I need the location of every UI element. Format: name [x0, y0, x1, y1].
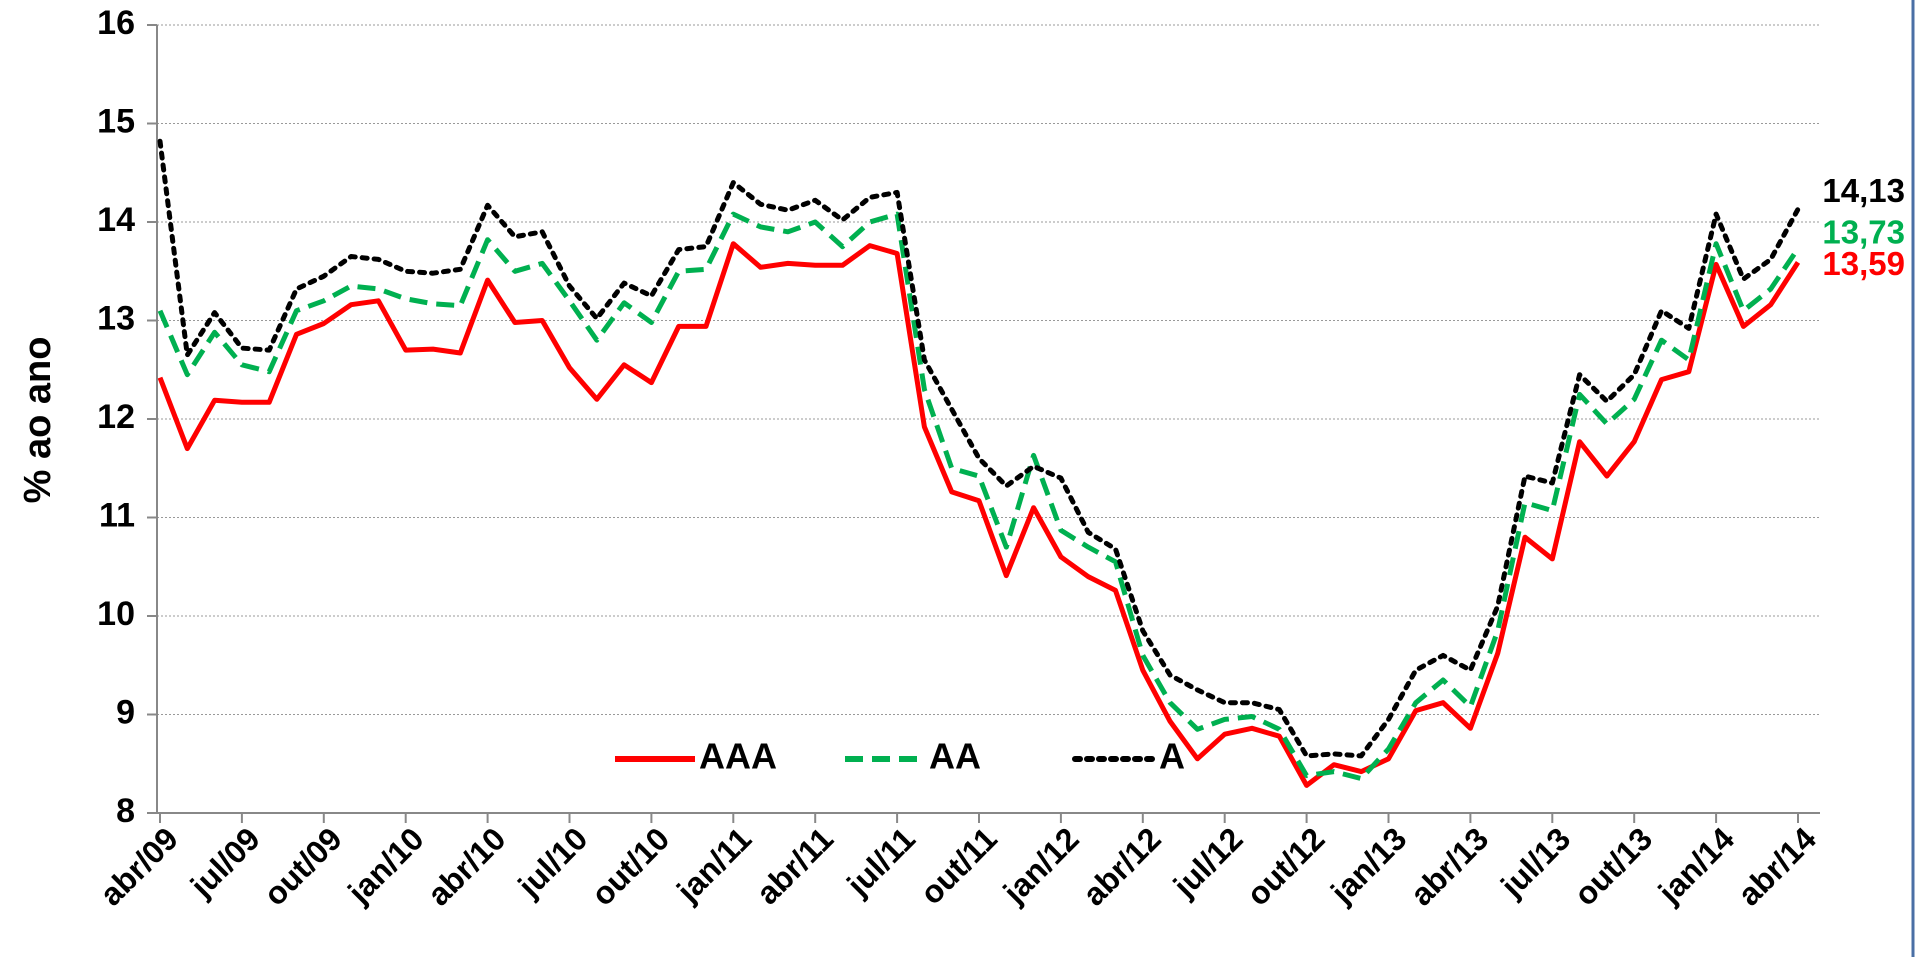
- value-label: 14,13: [1822, 172, 1905, 209]
- y-tick-label: 15: [97, 102, 135, 140]
- x-tick-label: abr/13: [1403, 820, 1495, 912]
- x-tick-label: abr/09: [93, 820, 185, 912]
- value-label: 13,59: [1822, 245, 1905, 282]
- legend-label: A: [1159, 736, 1185, 777]
- y-tick-label: 9: [116, 693, 135, 731]
- x-tick-label: abr/12: [1076, 820, 1168, 912]
- x-tick-label: jul/13: [1493, 820, 1577, 904]
- x-tick-label: jul/12: [1166, 820, 1250, 904]
- x-tick-label: jan/11: [669, 820, 758, 909]
- x-tick-label: jul/10: [510, 820, 594, 904]
- series-line: [157, 138, 1801, 759]
- x-tick-label: out/10: [584, 820, 676, 912]
- x-tick-label: out/09: [257, 820, 349, 912]
- x-tick-label: jan/12: [996, 820, 1086, 910]
- x-tick-label: jul/09: [183, 820, 267, 904]
- series-line: [157, 241, 1801, 788]
- y-tick-label: 14: [97, 201, 135, 239]
- y-tick-label: 16: [97, 4, 135, 42]
- x-tick-label: out/11: [913, 820, 1004, 911]
- x-tick-label: jul/11: [839, 820, 922, 903]
- y-tick-label: 8: [116, 792, 135, 830]
- value-label: 13,73: [1822, 213, 1905, 250]
- x-tick-label: abr/10: [420, 820, 512, 912]
- x-tick-label: jan/13: [1323, 820, 1413, 910]
- legend-label: AA: [929, 736, 981, 777]
- x-tick-label: out/13: [1567, 820, 1659, 912]
- y-tick-label: 10: [97, 595, 135, 633]
- y-tick-label: 13: [97, 299, 135, 337]
- x-tick-label: jan/14: [1651, 820, 1741, 910]
- x-tick-label: abr/14: [1731, 820, 1823, 912]
- y-axis-title: % ao ano: [17, 337, 59, 504]
- legend-label: AAA: [699, 736, 777, 777]
- x-tick-label: abr/11: [749, 820, 840, 911]
- series-line: [157, 211, 1801, 781]
- y-tick-label: 12: [97, 398, 135, 436]
- x-tick-label: jan/10: [340, 820, 430, 910]
- x-tick-label: out/12: [1239, 820, 1331, 912]
- y-tick-label: 11: [99, 496, 135, 534]
